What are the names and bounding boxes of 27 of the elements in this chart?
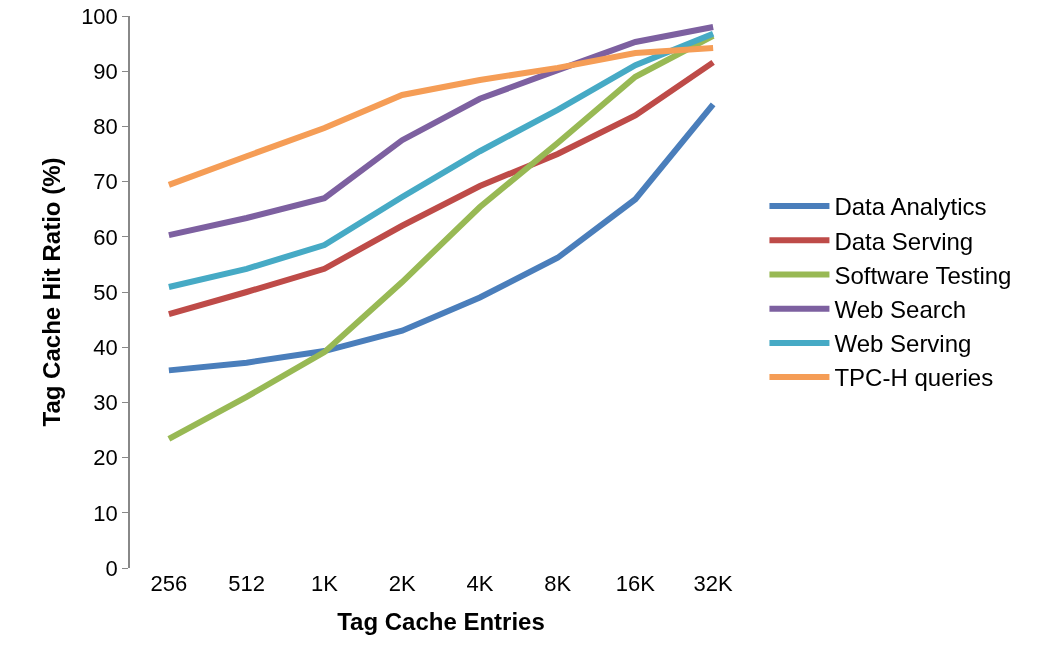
y-tick-label: 10 [93,500,118,526]
y-tick-label: 40 [93,334,118,360]
legend-label: Software Testing [834,261,1012,289]
y-tick-label: 0 [105,555,118,581]
x-tick-label: 256 [150,571,188,596]
x-axis-title: Tag Cache Entries [337,608,545,636]
y-tick-label: 70 [93,169,118,195]
y-tick-label: 90 [93,58,118,84]
x-tick-label: 512 [228,571,265,596]
y-tick-label: 80 [93,114,118,140]
y-tick-label: 60 [93,224,118,250]
y-axis-title: Tag Cache Hit Ratio (%) [37,157,65,427]
x-tick-label: 4K [466,571,494,596]
y-tick-label: 100 [81,3,118,29]
x-tick-label: 1K [310,571,339,596]
y-tick-label: 30 [93,390,118,416]
legend-label: Web Serving [834,330,972,358]
legend-label: TPC-H queries [834,364,994,392]
y-tick-label: 20 [93,445,118,471]
x-tick-label: 8K [544,571,572,596]
legend-label: Data Serving [834,227,974,255]
y-tick-label: 50 [93,279,118,305]
legend-label: Data Analytics [834,193,987,221]
x-tick-label: 2K [388,571,416,596]
x-tick-label: 16K [615,571,656,596]
x-tick-label: 32K [693,571,734,596]
legend-label: Web Search [834,296,967,324]
